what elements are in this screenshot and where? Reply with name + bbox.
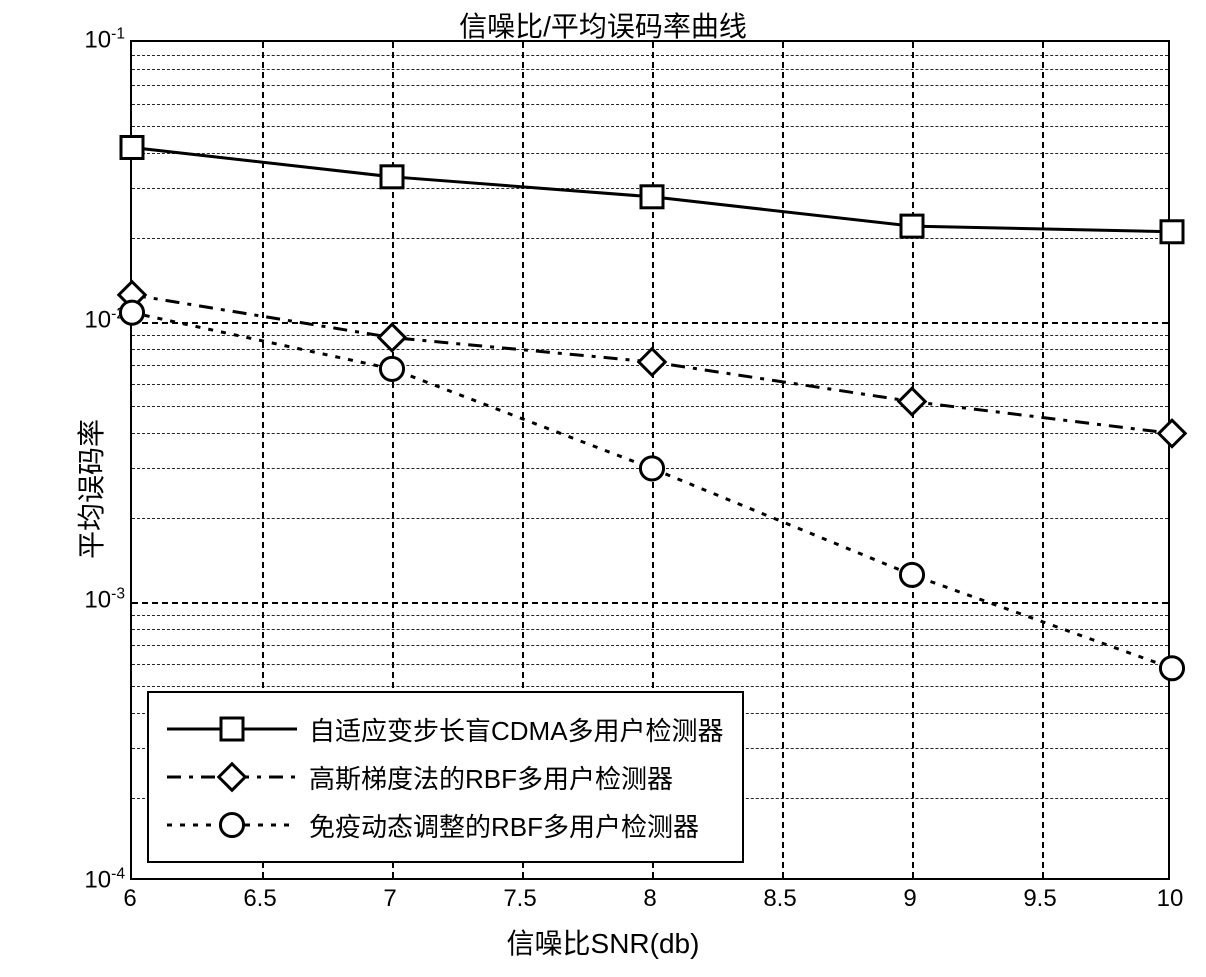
y-tick-label: 10-4 [84,866,125,895]
x-tick-label: 6 [123,885,136,913]
legend-label-1: 自适应变步长盲CDMA多用户检测器 [309,711,724,748]
x-tick-label: 10 [1157,885,1184,913]
plot-area: 自适应变步长盲CDMA多用户检测器 高斯梯度法的RBF多用户检测器 免疫动态调整… [130,40,1170,880]
legend-label-3: 免疫动态调整的RBF多用户检测器 [309,807,699,844]
legend-marker-3 [167,805,297,845]
y-tick-label: 10-3 [84,586,125,615]
legend-item-3: 免疫动态调整的RBF多用户检测器 [167,801,724,849]
y-tick-label: 10-2 [84,306,125,335]
x-tick-label: 8.5 [763,885,796,913]
x-tick-label: 7 [383,885,396,913]
x-tick-label: 6.5 [243,885,276,913]
x-axis-label: 信噪比SNR(db) [507,922,700,962]
y-axis-label: 平均误码率 [70,418,110,558]
legend-marker-2 [167,757,297,797]
x-tick-label: 9 [903,885,916,913]
x-tick-label: 9.5 [1023,885,1056,913]
legend-item-1: 自适应变步长盲CDMA多用户检测器 [167,705,724,753]
legend-item-2: 高斯梯度法的RBF多用户检测器 [167,753,724,801]
legend-marker-1 [167,709,297,749]
legend: 自适应变步长盲CDMA多用户检测器 高斯梯度法的RBF多用户检测器 免疫动态调整… [147,691,744,863]
x-tick-label: 7.5 [503,885,536,913]
chart-title: 信噪比/平均误码率曲线 [459,5,747,45]
legend-label-2: 高斯梯度法的RBF多用户检测器 [309,759,673,796]
chart-container: 信噪比/平均误码率曲线 平均误码率 信噪比SNR(db) 10-4 10-3 10-… [0,0,1206,977]
x-tick-label: 8 [643,885,656,913]
y-tick-label: 10-1 [84,26,125,55]
